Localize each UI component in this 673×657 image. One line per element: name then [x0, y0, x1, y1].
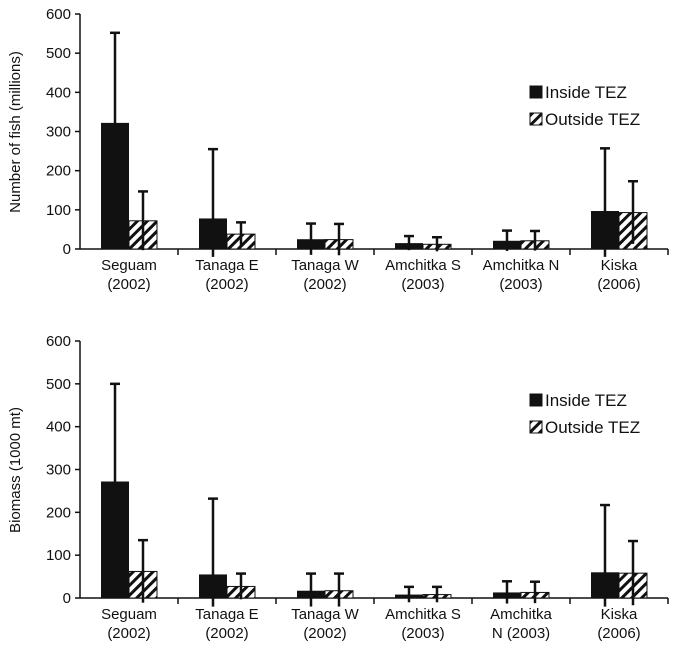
x-tick-label: Tanaga W (2002)	[291, 257, 359, 293]
x-tick-label: Amchitka S (2003)	[385, 257, 461, 293]
y-tick-label: 100	[46, 202, 71, 219]
legend-swatch	[529, 393, 543, 407]
legend-label: Outside TEZ	[545, 418, 640, 437]
x-tick-label: Amchitka S (2003)	[385, 606, 461, 642]
legend-label: Inside TEZ	[545, 83, 627, 102]
y-tick-label: 0	[63, 590, 71, 607]
x-tick-label: Tanaga E (2002)	[195, 257, 258, 293]
legend-swatch	[529, 420, 543, 434]
x-tick-label: Tanaga E (2002)	[195, 606, 258, 642]
x-tick-label: Kiska (2006)	[597, 606, 640, 642]
x-tick-label: Amchitka N (2003)	[483, 257, 560, 293]
x-tick-label: Seguam (2002)	[101, 257, 157, 293]
y-tick-label: 300	[46, 124, 71, 141]
fish-count-chart: 0 100 200 300 400 500 600 Number of fish (milli…	[7, 6, 669, 293]
x-tick-label: Kiska (2006)	[597, 257, 640, 293]
y-tick-label: 600	[46, 333, 71, 350]
y-tick-label: 300	[46, 462, 71, 479]
x-tick-label: Tanaga W (2002)	[291, 606, 359, 642]
y-tick-label: 400	[46, 419, 71, 436]
y-tick-label: 500	[46, 376, 71, 393]
legend-swatch	[529, 85, 543, 99]
y-tick-label: 600	[46, 6, 71, 23]
x-tick-label: Seguam (2002)	[101, 606, 157, 642]
y-tick-label: 200	[46, 163, 71, 180]
y-axis-title: Number of fish (millions)	[7, 51, 24, 213]
y-tick-label: 400	[46, 84, 71, 101]
biomass-chart: 0 100 200 300 400 500 600 Biomass (1000 mt) Segu…	[7, 333, 669, 642]
y-tick-label: 0	[63, 241, 71, 258]
legend-label: Inside TEZ	[545, 391, 627, 410]
y-tick-label: 200	[46, 504, 71, 521]
y-tick-label: 100	[46, 547, 71, 564]
y-tick-label: 500	[46, 45, 71, 62]
legend-label: Outside TEZ	[545, 110, 640, 129]
x-tick-label: Amchitka N (2003)	[490, 606, 552, 642]
legend-swatch	[529, 112, 543, 126]
y-axis-title: Biomass (1000 mt)	[7, 407, 24, 533]
